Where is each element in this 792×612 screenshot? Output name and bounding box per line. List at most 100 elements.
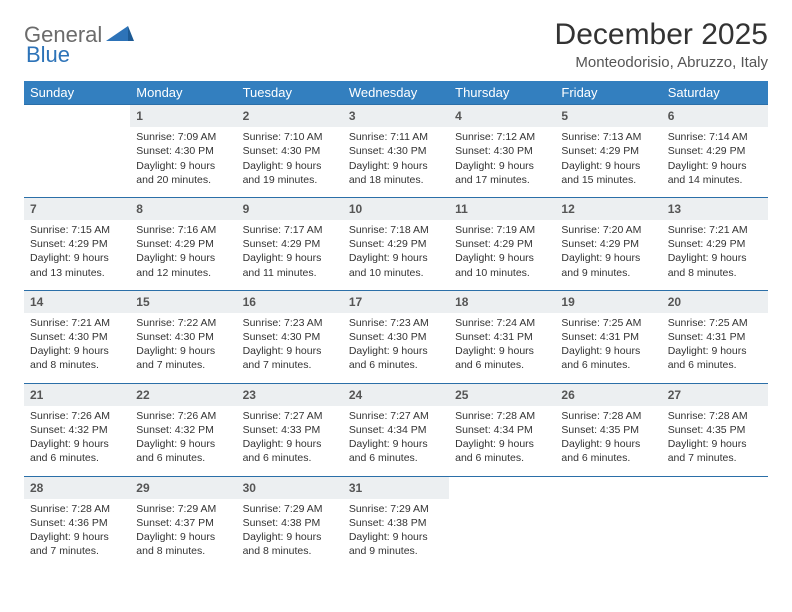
title-block: December 2025 Monteodorisio, Abruzzo, It… bbox=[555, 18, 768, 71]
day-body-cell: Sunrise: 7:14 AMSunset: 4:29 PMDaylight:… bbox=[662, 127, 768, 197]
day-body-row: Sunrise: 7:15 AMSunset: 4:29 PMDaylight:… bbox=[24, 220, 768, 290]
day-body-cell: Sunrise: 7:19 AMSunset: 4:29 PMDaylight:… bbox=[449, 220, 555, 290]
weekday-wed: Wednesday bbox=[343, 81, 449, 105]
month-title: December 2025 bbox=[555, 18, 768, 52]
day-body-cell: Sunrise: 7:21 AMSunset: 4:30 PMDaylight:… bbox=[24, 313, 130, 383]
day-body-cell: Sunrise: 7:28 AMSunset: 4:36 PMDaylight:… bbox=[24, 499, 130, 569]
weekday-thu: Thursday bbox=[449, 81, 555, 105]
day-body-row: Sunrise: 7:26 AMSunset: 4:32 PMDaylight:… bbox=[24, 406, 768, 476]
day-detail-text: Sunrise: 7:27 AMSunset: 4:33 PMDaylight:… bbox=[243, 409, 337, 466]
day-body-row: Sunrise: 7:28 AMSunset: 4:36 PMDaylight:… bbox=[24, 499, 768, 569]
day-body-cell: Sunrise: 7:23 AMSunset: 4:30 PMDaylight:… bbox=[343, 313, 449, 383]
day-detail-text: Sunrise: 7:21 AMSunset: 4:29 PMDaylight:… bbox=[668, 223, 762, 280]
day-detail-text: Sunrise: 7:24 AMSunset: 4:31 PMDaylight:… bbox=[455, 316, 549, 373]
day-number-cell bbox=[555, 476, 661, 499]
day-detail-text: Sunrise: 7:21 AMSunset: 4:30 PMDaylight:… bbox=[30, 316, 124, 373]
day-number-cell: 19 bbox=[555, 290, 661, 313]
day-number-cell: 24 bbox=[343, 383, 449, 406]
day-number-cell: 16 bbox=[237, 290, 343, 313]
day-number-cell: 20 bbox=[662, 290, 768, 313]
day-detail-text: Sunrise: 7:28 AMSunset: 4:35 PMDaylight:… bbox=[668, 409, 762, 466]
day-body-cell: Sunrise: 7:18 AMSunset: 4:29 PMDaylight:… bbox=[343, 220, 449, 290]
day-number-row: 78910111213 bbox=[24, 197, 768, 220]
location-subtitle: Monteodorisio, Abruzzo, Italy bbox=[555, 54, 768, 71]
day-number-cell: 31 bbox=[343, 476, 449, 499]
day-detail-text: Sunrise: 7:09 AMSunset: 4:30 PMDaylight:… bbox=[136, 130, 230, 187]
day-number-row: 28293031 bbox=[24, 476, 768, 499]
day-detail-text: Sunrise: 7:18 AMSunset: 4:29 PMDaylight:… bbox=[349, 223, 443, 280]
day-detail-text: Sunrise: 7:29 AMSunset: 4:38 PMDaylight:… bbox=[243, 502, 337, 559]
day-detail-text: Sunrise: 7:15 AMSunset: 4:29 PMDaylight:… bbox=[30, 223, 124, 280]
day-body-cell: Sunrise: 7:25 AMSunset: 4:31 PMDaylight:… bbox=[555, 313, 661, 383]
day-detail-text: Sunrise: 7:26 AMSunset: 4:32 PMDaylight:… bbox=[30, 409, 124, 466]
day-number-row: 14151617181920 bbox=[24, 290, 768, 313]
day-body-cell bbox=[555, 499, 661, 569]
day-number-cell: 7 bbox=[24, 197, 130, 220]
day-body-cell: Sunrise: 7:28 AMSunset: 4:35 PMDaylight:… bbox=[662, 406, 768, 476]
day-body-cell: Sunrise: 7:15 AMSunset: 4:29 PMDaylight:… bbox=[24, 220, 130, 290]
day-body-cell: Sunrise: 7:25 AMSunset: 4:31 PMDaylight:… bbox=[662, 313, 768, 383]
day-detail-text: Sunrise: 7:12 AMSunset: 4:30 PMDaylight:… bbox=[455, 130, 549, 187]
day-number-cell bbox=[662, 476, 768, 499]
day-number-cell: 25 bbox=[449, 383, 555, 406]
calendar-table: Sunday Monday Tuesday Wednesday Thursday… bbox=[24, 81, 768, 568]
day-detail-text: Sunrise: 7:25 AMSunset: 4:31 PMDaylight:… bbox=[561, 316, 655, 373]
day-body-cell bbox=[24, 127, 130, 197]
day-number-cell: 1 bbox=[130, 105, 236, 128]
weekday-header-row: Sunday Monday Tuesday Wednesday Thursday… bbox=[24, 81, 768, 105]
day-body-cell: Sunrise: 7:17 AMSunset: 4:29 PMDaylight:… bbox=[237, 220, 343, 290]
day-number-row: 123456 bbox=[24, 105, 768, 128]
day-detail-text: Sunrise: 7:25 AMSunset: 4:31 PMDaylight:… bbox=[668, 316, 762, 373]
day-body-cell: Sunrise: 7:22 AMSunset: 4:30 PMDaylight:… bbox=[130, 313, 236, 383]
day-detail-text: Sunrise: 7:23 AMSunset: 4:30 PMDaylight:… bbox=[349, 316, 443, 373]
day-number-cell: 14 bbox=[24, 290, 130, 313]
day-body-cell: Sunrise: 7:23 AMSunset: 4:30 PMDaylight:… bbox=[237, 313, 343, 383]
day-number-cell: 3 bbox=[343, 105, 449, 128]
day-detail-text: Sunrise: 7:13 AMSunset: 4:29 PMDaylight:… bbox=[561, 130, 655, 187]
day-number-cell: 10 bbox=[343, 197, 449, 220]
day-detail-text: Sunrise: 7:22 AMSunset: 4:30 PMDaylight:… bbox=[136, 316, 230, 373]
day-body-cell: Sunrise: 7:26 AMSunset: 4:32 PMDaylight:… bbox=[24, 406, 130, 476]
calendar-body: 123456Sunrise: 7:09 AMSunset: 4:30 PMDay… bbox=[24, 105, 768, 569]
day-number-cell: 2 bbox=[237, 105, 343, 128]
day-detail-text: Sunrise: 7:19 AMSunset: 4:29 PMDaylight:… bbox=[455, 223, 549, 280]
day-detail-text: Sunrise: 7:20 AMSunset: 4:29 PMDaylight:… bbox=[561, 223, 655, 280]
day-number-cell: 15 bbox=[130, 290, 236, 313]
day-number-cell: 30 bbox=[237, 476, 343, 499]
day-detail-text: Sunrise: 7:28 AMSunset: 4:34 PMDaylight:… bbox=[455, 409, 549, 466]
brand-blue: Blue bbox=[26, 42, 70, 67]
weekday-mon: Monday bbox=[130, 81, 236, 105]
day-body-cell: Sunrise: 7:13 AMSunset: 4:29 PMDaylight:… bbox=[555, 127, 661, 197]
day-body-cell bbox=[449, 499, 555, 569]
day-detail-text: Sunrise: 7:29 AMSunset: 4:37 PMDaylight:… bbox=[136, 502, 230, 559]
weekday-fri: Friday bbox=[555, 81, 661, 105]
day-number-cell: 28 bbox=[24, 476, 130, 499]
day-number-cell: 29 bbox=[130, 476, 236, 499]
day-number-cell: 11 bbox=[449, 197, 555, 220]
day-body-cell: Sunrise: 7:28 AMSunset: 4:35 PMDaylight:… bbox=[555, 406, 661, 476]
day-body-cell: Sunrise: 7:12 AMSunset: 4:30 PMDaylight:… bbox=[449, 127, 555, 197]
weekday-tue: Tuesday bbox=[237, 81, 343, 105]
day-detail-text: Sunrise: 7:10 AMSunset: 4:30 PMDaylight:… bbox=[243, 130, 337, 187]
day-body-cell: Sunrise: 7:10 AMSunset: 4:30 PMDaylight:… bbox=[237, 127, 343, 197]
day-body-cell: Sunrise: 7:29 AMSunset: 4:37 PMDaylight:… bbox=[130, 499, 236, 569]
day-number-cell: 8 bbox=[130, 197, 236, 220]
day-body-cell: Sunrise: 7:11 AMSunset: 4:30 PMDaylight:… bbox=[343, 127, 449, 197]
day-body-cell: Sunrise: 7:09 AMSunset: 4:30 PMDaylight:… bbox=[130, 127, 236, 197]
calendar-page: General December 2025 Monteodorisio, Abr… bbox=[0, 0, 792, 612]
day-detail-text: Sunrise: 7:29 AMSunset: 4:38 PMDaylight:… bbox=[349, 502, 443, 559]
day-number-cell: 23 bbox=[237, 383, 343, 406]
brand-triangle-icon bbox=[106, 24, 134, 47]
day-number-cell bbox=[449, 476, 555, 499]
day-body-row: Sunrise: 7:21 AMSunset: 4:30 PMDaylight:… bbox=[24, 313, 768, 383]
day-number-cell: 6 bbox=[662, 105, 768, 128]
brand-blue-wrap: Blue bbox=[24, 42, 70, 68]
day-number-cell bbox=[24, 105, 130, 128]
day-body-cell: Sunrise: 7:16 AMSunset: 4:29 PMDaylight:… bbox=[130, 220, 236, 290]
day-number-cell: 27 bbox=[662, 383, 768, 406]
day-detail-text: Sunrise: 7:17 AMSunset: 4:29 PMDaylight:… bbox=[243, 223, 337, 280]
day-number-cell: 26 bbox=[555, 383, 661, 406]
day-number-cell: 22 bbox=[130, 383, 236, 406]
day-number-cell: 12 bbox=[555, 197, 661, 220]
day-number-row: 21222324252627 bbox=[24, 383, 768, 406]
